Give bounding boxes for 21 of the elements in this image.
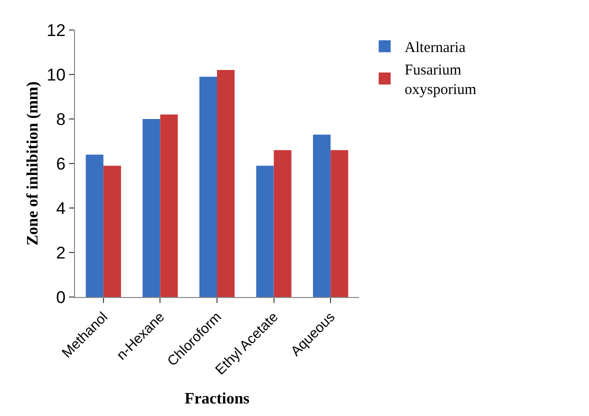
y-tick-label: 4 [56, 198, 66, 218]
x-axis-title: Fractions [184, 390, 250, 408]
bar [142, 119, 160, 297]
bar [274, 150, 292, 297]
bar [312, 134, 331, 297]
bar [330, 150, 348, 297]
y-tick-label: 6 [56, 154, 66, 174]
bar [86, 154, 104, 297]
y-tick-label: 2 [56, 243, 66, 262]
bar [256, 166, 274, 297]
bar [217, 70, 235, 297]
y-tick-label: 10 [46, 65, 66, 84]
y-tick-label: 8 [56, 110, 66, 129]
y-tick-label: 0 [56, 288, 66, 307]
bar [103, 166, 122, 297]
bar [199, 76, 217, 297]
y-tick-label: 12 [46, 20, 66, 40]
legend-label: Alternaria [404, 40, 466, 56]
bar [160, 114, 178, 297]
y-axis-title: Zone of inhibition (mm) [24, 81, 42, 246]
legend-label: Fusarium oxysporium [404, 62, 477, 98]
